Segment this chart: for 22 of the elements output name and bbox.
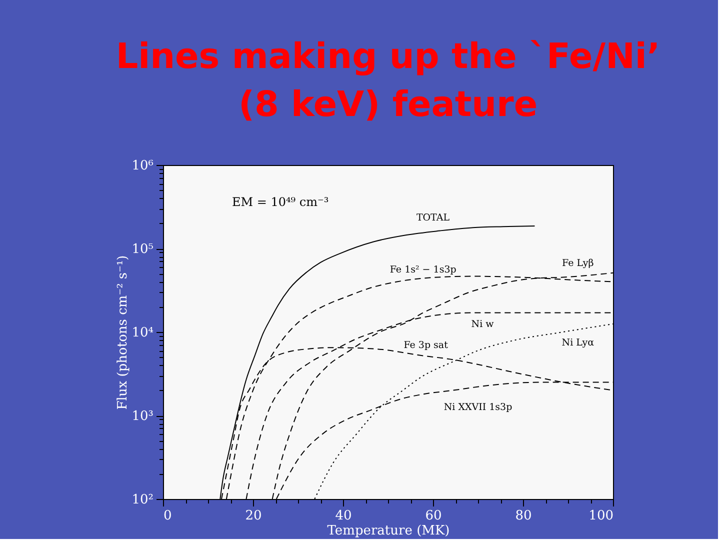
series-label: Fe Lyβ	[562, 258, 594, 270]
series-label: TOTAL	[416, 212, 450, 224]
x-axis-title: Temperature (MK)	[327, 524, 450, 538]
series-label: Ni XXVII 1s3p	[444, 402, 512, 413]
series-label: Ni w	[471, 318, 494, 330]
y-axis-title: Flux (photons cm⁻² s⁻¹)	[116, 255, 131, 410]
y-tick-label: 10⁵	[132, 242, 154, 257]
chart-title: Lines making up the `Fe/Ni’ (8 keV) feature	[116, 37, 660, 125]
annotation: EM = 10⁴⁹ cm⁻³	[232, 195, 329, 209]
series-label: Ni Lyα	[562, 338, 595, 349]
x-tick-label: 0	[164, 508, 172, 524]
x-tick-label: 60	[425, 508, 442, 524]
y-tick-label: 10⁴	[132, 326, 154, 340]
series-label: Fe 3p sat	[404, 340, 448, 352]
x-tick-label: 100	[588, 508, 614, 524]
x-tick-label: 80	[515, 508, 532, 524]
x-tick-label: 20	[245, 508, 262, 524]
y-tick-label: 10³	[132, 409, 154, 424]
series-label: Fe 1s² − 1s3p	[390, 264, 456, 276]
y-tick-label: 10⁶	[132, 158, 154, 174]
y-tick-label: 10²	[132, 492, 154, 508]
x-tick-label: 40	[335, 508, 352, 524]
